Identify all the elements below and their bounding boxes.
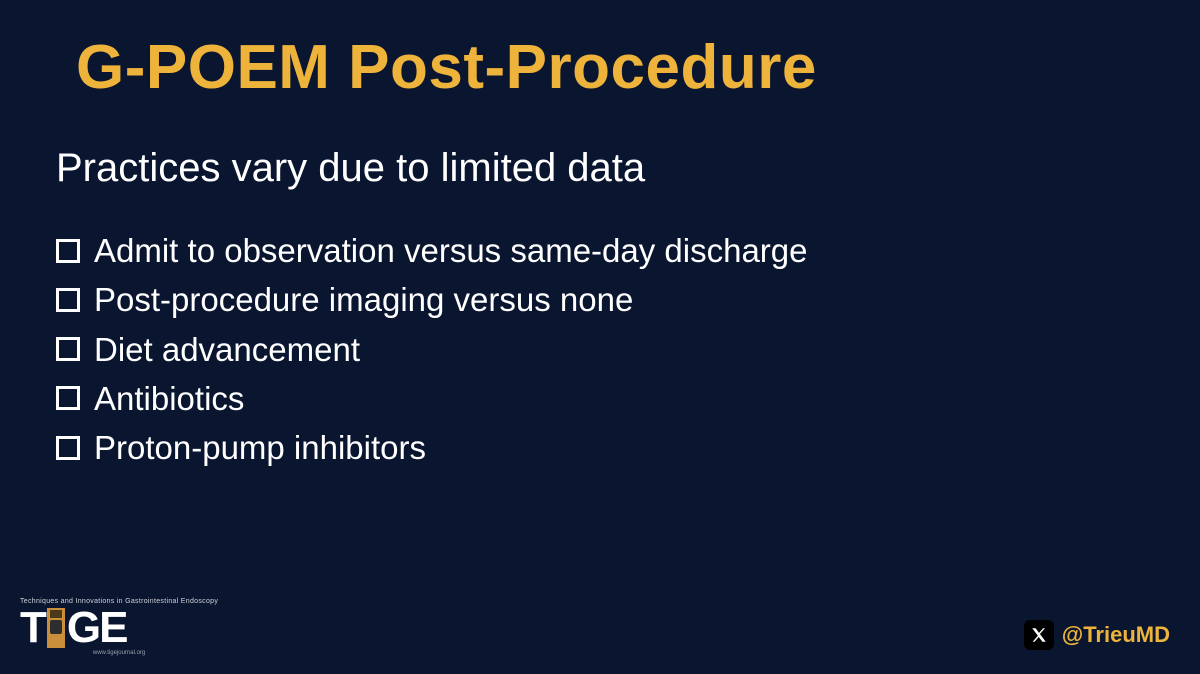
checkbox-icon — [56, 337, 80, 361]
checkbox-icon — [56, 288, 80, 312]
slide-title: G-POEM Post-Procedure — [76, 32, 817, 103]
footer-logo-block: Techniques and Innovations in Gastrointe… — [20, 598, 218, 656]
checkbox-icon — [56, 436, 80, 460]
x-icon — [1024, 620, 1054, 650]
logo-letter-i-graphic — [47, 608, 65, 648]
list-item: Diet advancement — [56, 329, 808, 370]
list-item: Post-procedure imaging versus none — [56, 279, 808, 320]
footer-social: @TrieuMD — [1024, 620, 1170, 650]
slide-subtitle: Practices vary due to limited data — [56, 146, 645, 191]
logo-letter-t: T — [20, 606, 45, 650]
bullet-text: Proton-pump inhibitors — [94, 427, 426, 468]
checkbox-icon — [56, 239, 80, 263]
bullet-text: Post-procedure imaging versus none — [94, 279, 633, 320]
bullet-text: Antibiotics — [94, 378, 244, 419]
list-item: Admit to observation versus same-day dis… — [56, 230, 808, 271]
bullet-text: Diet advancement — [94, 329, 360, 370]
bullet-list: Admit to observation versus same-day dis… — [56, 230, 808, 476]
bullet-text: Admit to observation versus same-day dis… — [94, 230, 808, 271]
tige-logo: T G E — [20, 607, 126, 649]
list-item: Proton-pump inhibitors — [56, 427, 808, 468]
social-handle: @TrieuMD — [1062, 622, 1170, 648]
list-item: Antibiotics — [56, 378, 808, 419]
logo-letter-g: G — [67, 606, 99, 650]
checkbox-icon — [56, 386, 80, 410]
logo-url: www.tigejournal.org — [93, 650, 145, 656]
logo-letter-e: E — [99, 606, 126, 650]
